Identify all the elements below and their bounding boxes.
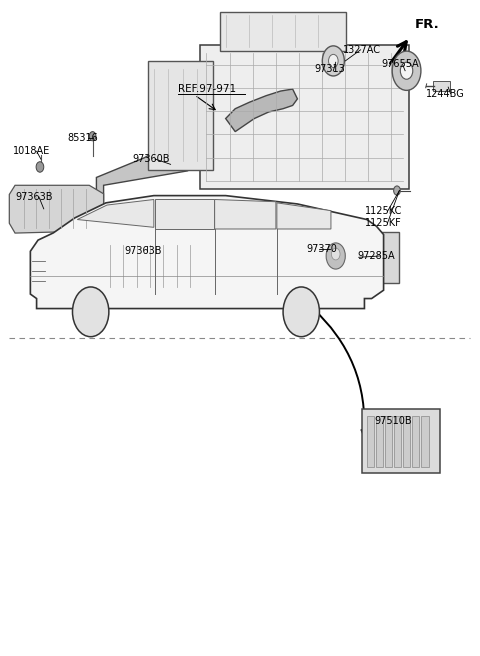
Circle shape [328,54,338,68]
FancyBboxPatch shape [433,81,450,91]
Text: 1125KC: 1125KC [365,207,403,216]
Circle shape [331,248,340,260]
FancyBboxPatch shape [394,417,401,468]
Polygon shape [77,199,154,228]
Text: 97363B: 97363B [124,246,162,256]
FancyBboxPatch shape [376,417,383,468]
Circle shape [323,46,344,76]
Polygon shape [215,199,276,229]
Text: 97285A: 97285A [357,251,395,261]
Polygon shape [226,89,298,132]
Circle shape [89,132,96,141]
Circle shape [36,162,44,173]
FancyBboxPatch shape [220,12,346,51]
Text: 1244BG: 1244BG [426,89,465,98]
Polygon shape [96,115,235,233]
Text: 97370: 97370 [306,245,337,255]
FancyBboxPatch shape [287,232,399,283]
Text: REF.97-971: REF.97-971 [178,84,236,94]
Text: 97363B: 97363B [15,192,52,202]
Circle shape [283,287,320,337]
FancyBboxPatch shape [385,417,392,468]
Text: 1018AE: 1018AE [12,146,50,156]
Circle shape [400,62,413,79]
Text: 1327AC: 1327AC [343,45,381,55]
Polygon shape [9,185,104,233]
Circle shape [394,186,400,195]
Text: 85316: 85316 [68,133,98,143]
Polygon shape [277,203,331,229]
Polygon shape [155,199,214,229]
FancyBboxPatch shape [412,417,420,468]
FancyBboxPatch shape [148,61,213,170]
Text: 97313: 97313 [314,64,345,74]
Polygon shape [94,241,214,290]
Text: 97360B: 97360B [132,154,170,164]
FancyBboxPatch shape [200,45,409,189]
FancyBboxPatch shape [367,417,374,468]
Text: 97655A: 97655A [381,59,419,69]
FancyBboxPatch shape [403,417,410,468]
Text: FR.: FR. [415,18,440,31]
FancyBboxPatch shape [421,417,429,468]
Circle shape [326,243,345,269]
Circle shape [72,287,109,337]
Polygon shape [30,195,384,308]
FancyBboxPatch shape [361,409,440,474]
Text: 1125KF: 1125KF [365,218,402,228]
Circle shape [392,51,421,91]
Text: 97510B: 97510B [374,416,412,426]
